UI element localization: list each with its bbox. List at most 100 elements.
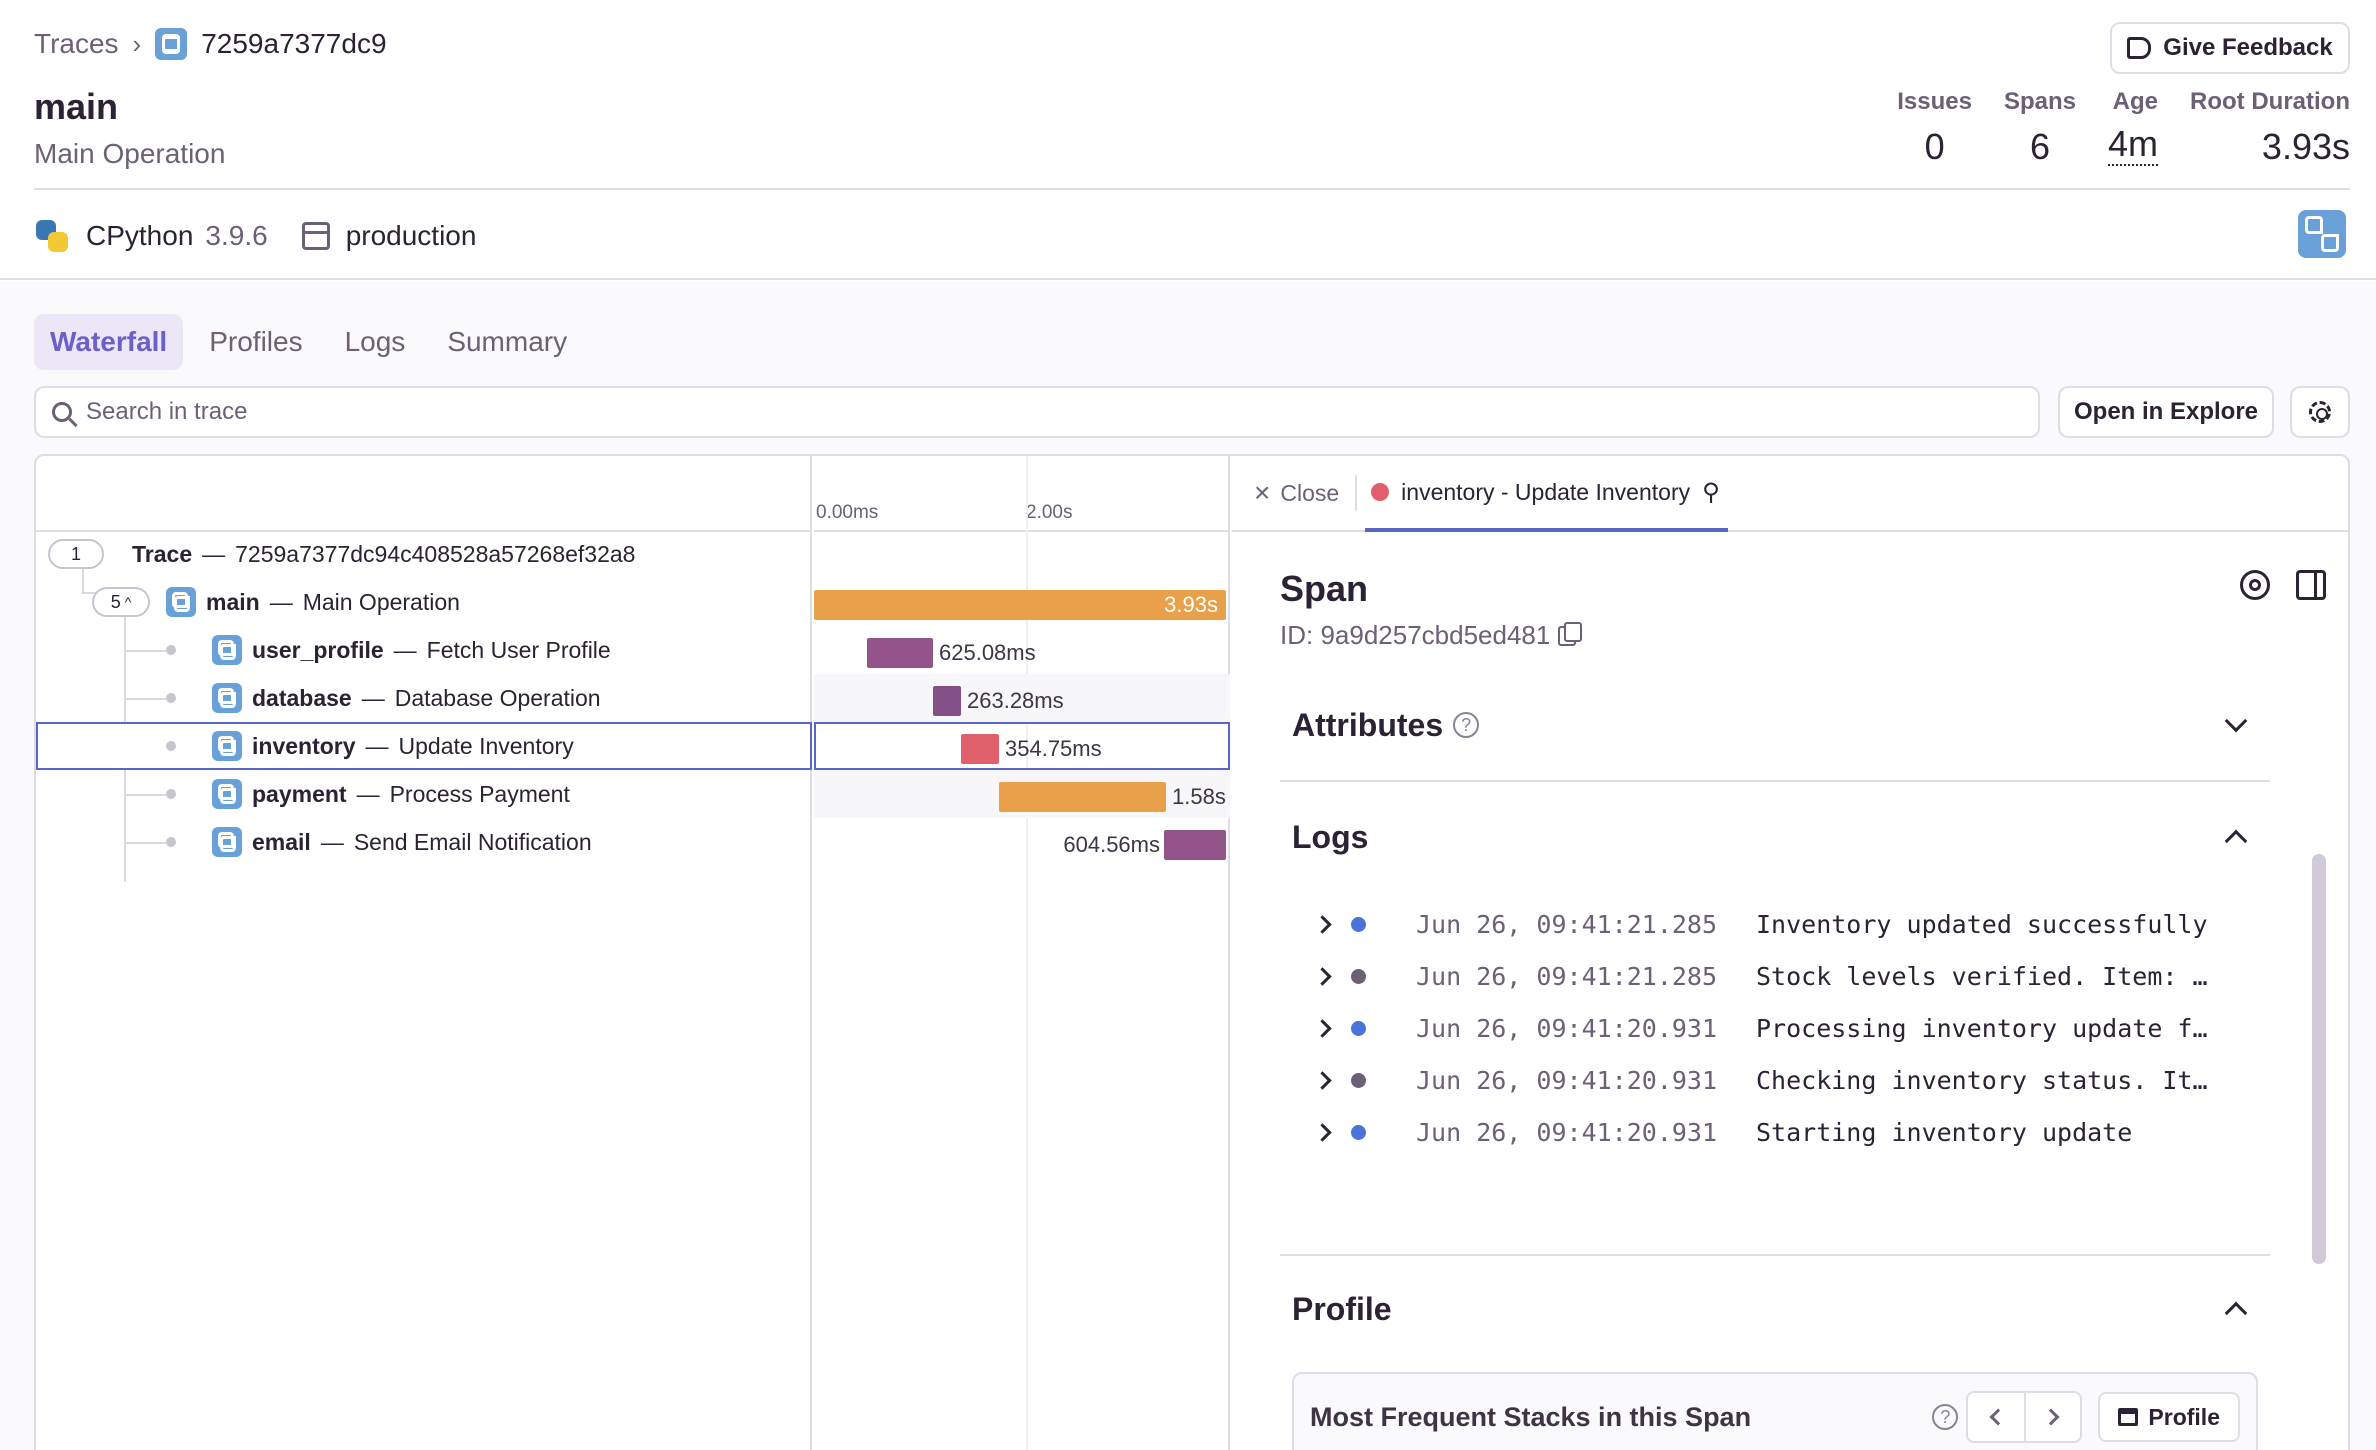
details-scrollbar[interactable] bbox=[2310, 670, 2326, 1450]
runtime-version: 3.9.6 bbox=[205, 220, 268, 251]
help-icon[interactable]: ? bbox=[1932, 1404, 1959, 1430]
tab-divider bbox=[1355, 475, 1358, 511]
tab-span-inventory[interactable]: inventory - Update Inventory ⚲ bbox=[1365, 456, 1728, 532]
children-toggle[interactable]: 5 ^ bbox=[92, 587, 150, 617]
panel-layout-icon[interactable] bbox=[2296, 570, 2326, 600]
log-row[interactable]: Jun 26, 09:41:20.931 Processing inventory… bbox=[1313, 1008, 2256, 1048]
timeline-row[interactable]: 1.58s bbox=[814, 770, 1230, 818]
log-message: Inventory updated successfully bbox=[1756, 909, 2208, 939]
python-icon bbox=[212, 731, 242, 761]
pin-icon[interactable]: ⚲ bbox=[1702, 478, 1720, 506]
next-stack-button[interactable] bbox=[2024, 1393, 2080, 1441]
scrollbar-thumb[interactable] bbox=[2312, 854, 2326, 1264]
open-in-explore-button[interactable]: Open in Explore bbox=[2058, 386, 2274, 438]
tree-connector bbox=[124, 794, 166, 796]
span-desc: Fetch User Profile bbox=[426, 636, 611, 663]
dash-separator: — bbox=[202, 540, 226, 567]
span-desc: Main Operation bbox=[302, 588, 460, 615]
close-details-button[interactable]: × Close bbox=[1232, 477, 1339, 509]
log-row[interactable]: Jun 26, 09:41:21.285 Stock levels verifie… bbox=[1313, 956, 2256, 996]
tree-node-dot bbox=[166, 789, 176, 799]
span-row-main[interactable]: 5 ^ main — Main Operation bbox=[36, 578, 812, 626]
timeline-row[interactable]: 625.08ms bbox=[814, 626, 1230, 674]
children-count: 5 bbox=[110, 591, 121, 612]
trace-row-id: 7259a7377dc94c408528a57268ef32a8 bbox=[235, 540, 636, 567]
settings-button[interactable] bbox=[2290, 386, 2350, 438]
stat-root-duration-label: Root Duration bbox=[2190, 88, 2350, 115]
span-row-database[interactable]: database — Database Operation bbox=[36, 674, 812, 722]
tree-connector bbox=[124, 880, 126, 882]
python-icon bbox=[212, 683, 242, 713]
log-message: Processing inventory update for order bbox=[1756, 1013, 2214, 1043]
target-icon[interactable] bbox=[2240, 570, 2270, 600]
profile-title: Profile bbox=[1292, 1290, 1392, 1327]
tab-profiles[interactable]: Profiles bbox=[209, 326, 303, 357]
span-row-email[interactable]: email — Send Email Notification bbox=[36, 818, 812, 866]
trace-row[interactable]: 1 Trace — 7259a7377dc94c408528a57268ef32a8 bbox=[36, 530, 812, 578]
logs-section-header[interactable]: Logs bbox=[1280, 782, 2270, 892]
profile-section-header[interactable]: Profile bbox=[1280, 1256, 2270, 1362]
span-duration-label: 1.58s bbox=[1172, 784, 1226, 809]
timeline-row[interactable]: 354.75ms bbox=[814, 722, 1230, 770]
attributes-section-header[interactable]: Attributes? bbox=[1280, 670, 2270, 780]
timeline-row[interactable]: 604.56ms bbox=[814, 818, 1230, 866]
tab-logs[interactable]: Logs bbox=[344, 326, 406, 357]
python-logo-icon bbox=[34, 218, 70, 254]
previous-stack-button[interactable] bbox=[1968, 1393, 2024, 1441]
copy-icon[interactable] bbox=[1558, 621, 1583, 646]
span-color-dot bbox=[1371, 483, 1390, 501]
tree-connector bbox=[82, 592, 100, 594]
gear-icon bbox=[2309, 401, 2331, 423]
page-title: main bbox=[34, 86, 119, 127]
span-duration-bar[interactable] bbox=[867, 638, 933, 668]
chevron-right-icon bbox=[2042, 1408, 2060, 1426]
chevron-up-icon[interactable] bbox=[2224, 1301, 2248, 1325]
stat-age: Age 4m bbox=[2108, 88, 2159, 168]
span-duration-bar[interactable] bbox=[999, 782, 1166, 812]
chevron-left-icon bbox=[1989, 1408, 2007, 1426]
python-icon bbox=[212, 827, 242, 857]
tree-node-dot bbox=[166, 693, 176, 703]
dash-separator: — bbox=[361, 684, 385, 711]
span-duration-label: 354.75ms bbox=[1005, 736, 1102, 761]
stat-issues: Issues 0 bbox=[1897, 88, 1972, 168]
runtime-name: CPython bbox=[86, 220, 194, 251]
timeline-row[interactable]: 3.93s bbox=[814, 578, 1230, 626]
project-python-icon[interactable] bbox=[2298, 210, 2346, 258]
chevron-right-icon[interactable] bbox=[1313, 1070, 1332, 1090]
span-op: payment bbox=[252, 780, 347, 807]
log-message: Stock levels verified. Item: SKU-1234 bbox=[1756, 961, 2214, 991]
give-feedback-button[interactable]: Give Feedback bbox=[2110, 22, 2350, 74]
tab-summary[interactable]: Summary bbox=[447, 326, 568, 357]
span-row-main-text: main — Main Operation bbox=[166, 587, 460, 617]
chevron-right-icon[interactable] bbox=[1313, 966, 1332, 986]
span-duration-bar[interactable] bbox=[1164, 830, 1226, 860]
span-row-payment[interactable]: payment — Process Payment bbox=[36, 770, 812, 818]
search-input[interactable] bbox=[86, 398, 1986, 426]
breadcrumb-traces-link[interactable]: Traces bbox=[34, 28, 119, 59]
chevron-right-icon[interactable] bbox=[1313, 1122, 1332, 1142]
timeline-row[interactable]: 263.28ms bbox=[814, 674, 1230, 722]
log-severity-dot bbox=[1351, 1072, 1366, 1088]
span-desc: Update Inventory bbox=[398, 732, 574, 759]
span-duration-bar[interactable] bbox=[933, 686, 961, 716]
stat-age-value[interactable]: 4m bbox=[2108, 123, 2159, 166]
chevron-right-icon[interactable] bbox=[1313, 914, 1332, 934]
log-row[interactable]: Jun 26, 09:41:20.931 Checking inventory s… bbox=[1313, 1060, 2256, 1100]
megaphone-icon bbox=[2127, 37, 2152, 59]
tree-connector bbox=[124, 650, 166, 652]
log-row[interactable]: Jun 26, 09:41:20.931 Starting inventory u… bbox=[1313, 1112, 2256, 1152]
span-duration-bar[interactable] bbox=[961, 734, 999, 764]
span-row-inventory[interactable]: inventory — Update Inventory bbox=[36, 722, 812, 770]
trace-count-badge[interactable]: 1 bbox=[48, 539, 104, 569]
span-duration-label: 625.08ms bbox=[939, 640, 1036, 665]
chevron-right-icon[interactable] bbox=[1313, 1018, 1332, 1038]
help-icon[interactable]: ? bbox=[1453, 712, 1480, 738]
span-row-user_profile[interactable]: user_profile — Fetch User Profile bbox=[36, 626, 812, 674]
span-duration-bar[interactable] bbox=[814, 590, 1226, 620]
chevron-up-icon[interactable] bbox=[2224, 829, 2248, 853]
chevron-down-icon[interactable] bbox=[2224, 709, 2248, 733]
tab-waterfall[interactable]: Waterfall bbox=[34, 314, 184, 370]
log-row[interactable]: Jun 26, 09:41:21.285 Inventory updated su… bbox=[1313, 904, 2256, 944]
open-profile-button[interactable]: Profile bbox=[2098, 1392, 2240, 1442]
